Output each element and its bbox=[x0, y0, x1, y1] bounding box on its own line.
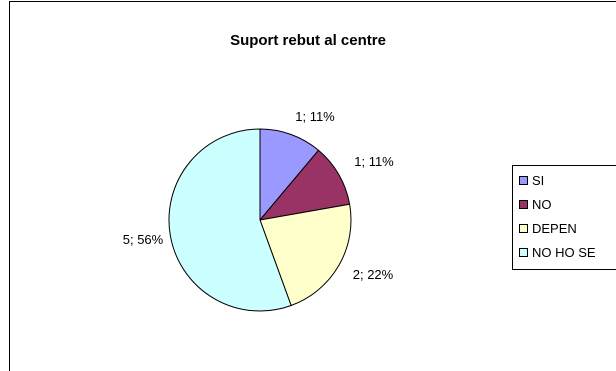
chart-title: Suport rebut al centre bbox=[230, 32, 386, 49]
legend-label-no: NO bbox=[532, 196, 552, 212]
legend-item-no-ho-se: NO HO SE bbox=[519, 244, 596, 260]
data-label-no-ho-se: 5; 56% bbox=[123, 232, 164, 247]
legend-swatch-no-ho-se bbox=[519, 247, 528, 257]
legend-swatch-depen bbox=[519, 223, 528, 233]
data-label-si: 1; 11% bbox=[295, 109, 335, 124]
legend-swatch-no bbox=[519, 199, 528, 209]
legend-label-depen: DEPEN bbox=[532, 220, 577, 236]
legend-item-depen: DEPEN bbox=[519, 220, 577, 236]
legend: SI NO DEPEN NO HO SE bbox=[512, 165, 616, 270]
legend-label-no-ho-se: NO HO SE bbox=[532, 244, 596, 260]
legend-item-si: SI bbox=[519, 172, 544, 188]
data-label-depen: 2; 22% bbox=[353, 267, 394, 282]
pie-slice-no-ho-se bbox=[168, 128, 292, 312]
pie-slice-depen bbox=[259, 203, 352, 307]
data-label-no: 1; 11% bbox=[354, 154, 394, 169]
legend-label-si: SI bbox=[532, 172, 545, 188]
legend-swatch-si bbox=[519, 175, 528, 185]
legend-item-no: NO bbox=[519, 196, 552, 212]
